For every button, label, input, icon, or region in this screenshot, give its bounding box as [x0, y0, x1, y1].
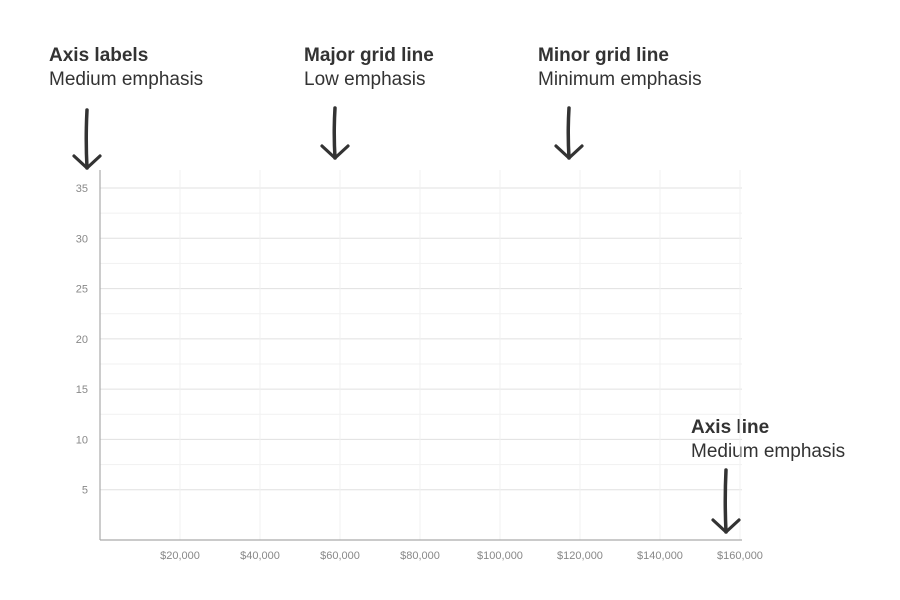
y-tick-label: 35 [76, 183, 88, 195]
y-tick-label: 30 [76, 233, 88, 245]
callout-title: Axis line [691, 417, 770, 438]
callout-title: Major grid line [304, 45, 434, 66]
axis-layer [99, 170, 742, 541]
x-tick-label: $120,000 [557, 550, 603, 562]
x-tick-label: $100,000 [477, 550, 523, 562]
arrows [72, 106, 741, 534]
callout-subtitle: Medium emphasis [691, 441, 846, 462]
callout-axis-line: Axis line Medium emphasis [691, 416, 845, 464]
arrow-minor-grid-icon [554, 106, 584, 160]
callout-subtitle: Low emphasis [304, 69, 426, 90]
arrow-major-grid-icon [320, 106, 350, 160]
x-tick-label: $40,000 [240, 550, 280, 562]
y-tick-label: 25 [76, 284, 88, 296]
callout-axis-labels: Axis labels Medium emphasis [49, 44, 203, 92]
y-tick-label: 5 [82, 485, 88, 497]
x-tick-label: $80,000 [400, 550, 440, 562]
y-tick-label: 10 [76, 434, 88, 446]
grid-layer [100, 170, 742, 540]
tick-labels: 5 10 15 20 25 30 35 $20,000 $40,000 $60,000 $80,00… [76, 183, 763, 562]
y-tick-label: 20 [76, 334, 88, 346]
x-tick-label: $20,000 [160, 550, 200, 562]
callout-subtitle: Medium emphasis [49, 69, 204, 90]
x-tick-label: $60,000 [320, 550, 360, 562]
callout-subtitle: Minimum emphasis [538, 69, 702, 90]
x-tick-label: $160,000 [717, 550, 763, 562]
callout-title: Axis labels [49, 45, 149, 66]
arrow-axis-line-icon [711, 468, 741, 534]
arrow-axis-labels-icon [72, 108, 102, 170]
callout-minor-grid: Minor grid line Minimum emphasis [538, 44, 702, 92]
callout-major-grid: Major grid line Low emphasis [304, 44, 434, 92]
y-tick-label: 15 [76, 384, 88, 396]
x-tick-label: $140,000 [637, 550, 683, 562]
callout-title: Minor grid line [538, 45, 669, 66]
